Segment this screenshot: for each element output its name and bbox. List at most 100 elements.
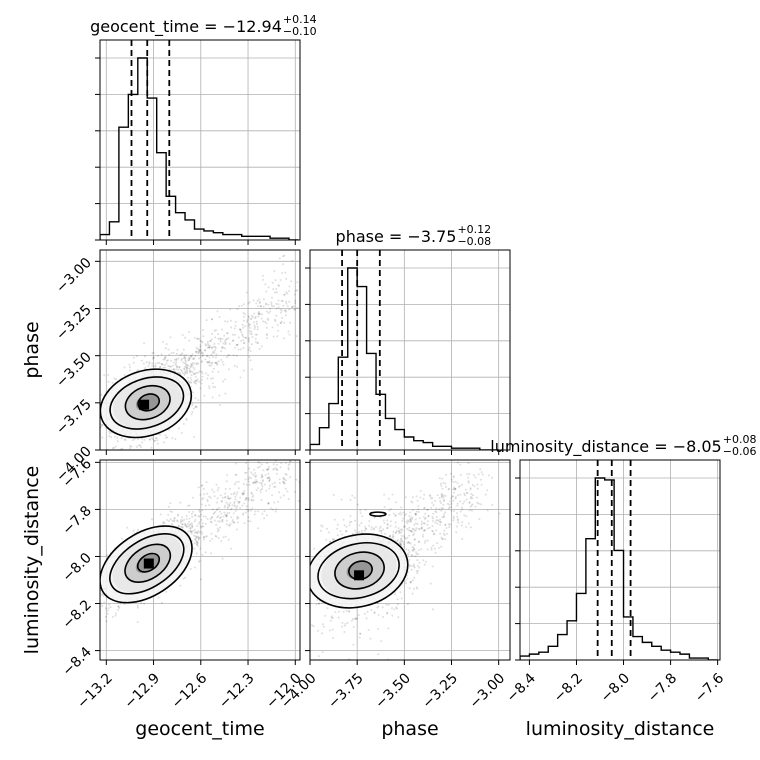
scatter-point: [206, 377, 209, 380]
scatter-point: [274, 291, 277, 294]
scatter-point: [253, 328, 256, 330]
scatter-point: [289, 460, 292, 463]
scatter-point: [257, 341, 260, 344]
scatter-point: [405, 582, 407, 585]
scatter-point: [406, 542, 409, 544]
scatter-point: [460, 524, 463, 527]
scatter-point: [215, 353, 218, 356]
scatter-point: [234, 509, 237, 512]
scatter-point: [463, 500, 466, 503]
scatter-point: [436, 542, 439, 545]
scatter-point: [183, 522, 186, 525]
scatter-point: [408, 514, 411, 517]
scatter-point: [121, 537, 123, 540]
scatter-point: [418, 528, 421, 531]
scatter-point: [194, 379, 197, 382]
scatter-point: [443, 499, 446, 502]
scatter-point: [192, 372, 195, 375]
scatter-point: [229, 319, 232, 322]
scatter-point: [211, 370, 214, 373]
scatter-point: [420, 520, 423, 523]
scatter-point: [197, 515, 200, 517]
scatter-point: [255, 320, 258, 323]
scatter-point: [431, 525, 434, 527]
scatter-point: [212, 367, 215, 370]
scatter-point: [417, 508, 420, 511]
scatter-point: [182, 348, 185, 351]
scatter-point: [105, 554, 108, 557]
scatter-point: [228, 354, 231, 357]
scatter-point: [409, 542, 412, 545]
scatter-point: [291, 446, 293, 448]
scatter-point: [259, 305, 262, 308]
scatter-point: [280, 299, 283, 302]
scatter-point: [252, 299, 255, 302]
scatter-point: [442, 481, 445, 484]
scatter-point: [184, 524, 187, 526]
scatter-point: [358, 524, 361, 527]
scatter-point: [242, 303, 245, 306]
scatter-point: [468, 501, 471, 504]
scatter-point: [377, 653, 380, 656]
scatter-point: [109, 432, 111, 435]
scatter-point: [127, 464, 129, 466]
scatter-point: [442, 532, 445, 535]
scatter-point: [194, 397, 197, 400]
scatter-point: [187, 359, 190, 362]
scatter-point: [211, 516, 214, 518]
scatter-point: [109, 606, 112, 608]
scatter-point: [363, 612, 366, 615]
scatter-point: [249, 350, 252, 352]
scatter-point: [389, 524, 392, 527]
scatter-point: [201, 354, 204, 357]
x-tick-label: −7.6: [692, 670, 727, 705]
scatter-point: [200, 530, 203, 533]
scatter-point: [386, 611, 389, 614]
scatter-point: [268, 477, 270, 480]
scatter-point: [123, 366, 126, 369]
scatter-point: [232, 339, 235, 342]
scatter-point: [160, 601, 163, 604]
scatter-point: [177, 368, 180, 371]
scatter-point: [283, 622, 285, 624]
scatter-point: [239, 348, 242, 351]
scatter-point: [214, 510, 217, 513]
scatter-point: [278, 482, 281, 484]
scatter-point: [254, 326, 256, 329]
scatter-point: [148, 362, 151, 365]
scatter-point: [363, 529, 366, 532]
scatter-point: [278, 457, 280, 459]
scatter-point: [275, 468, 278, 471]
scatter-point: [436, 519, 439, 522]
scatter-point: [223, 340, 226, 343]
scatter-point: [442, 500, 445, 502]
scatter-point: [248, 346, 251, 349]
scatter-point: [459, 493, 462, 496]
panel-frame: [519, 459, 721, 661]
scatter-point: [191, 364, 194, 367]
y-tick-label: −3.25: [53, 302, 95, 344]
scatter-point: [234, 462, 237, 465]
scatter-point: [204, 515, 207, 518]
scatter-point: [176, 519, 179, 522]
scatter-point: [422, 515, 425, 518]
scatter-point: [440, 536, 443, 539]
scatter-point: [170, 522, 173, 525]
scatter-point: [186, 364, 189, 367]
scatter-point: [284, 271, 287, 274]
scatter-point: [332, 493, 335, 496]
scatter-point: [189, 377, 192, 379]
scatter-point: [93, 624, 95, 626]
scatter-point: [215, 361, 217, 364]
scatter-point: [171, 437, 174, 440]
scatter-point: [198, 536, 201, 539]
scatter-point: [474, 476, 477, 479]
scatter-point: [232, 492, 235, 495]
scatter-point: [226, 474, 228, 477]
scatter-point: [244, 471, 246, 474]
scatter-point: [304, 481, 306, 483]
scatter-point: [443, 534, 446, 537]
scatter-point: [301, 603, 303, 605]
scatter-point: [248, 356, 251, 358]
scatter-point: [172, 351, 175, 354]
